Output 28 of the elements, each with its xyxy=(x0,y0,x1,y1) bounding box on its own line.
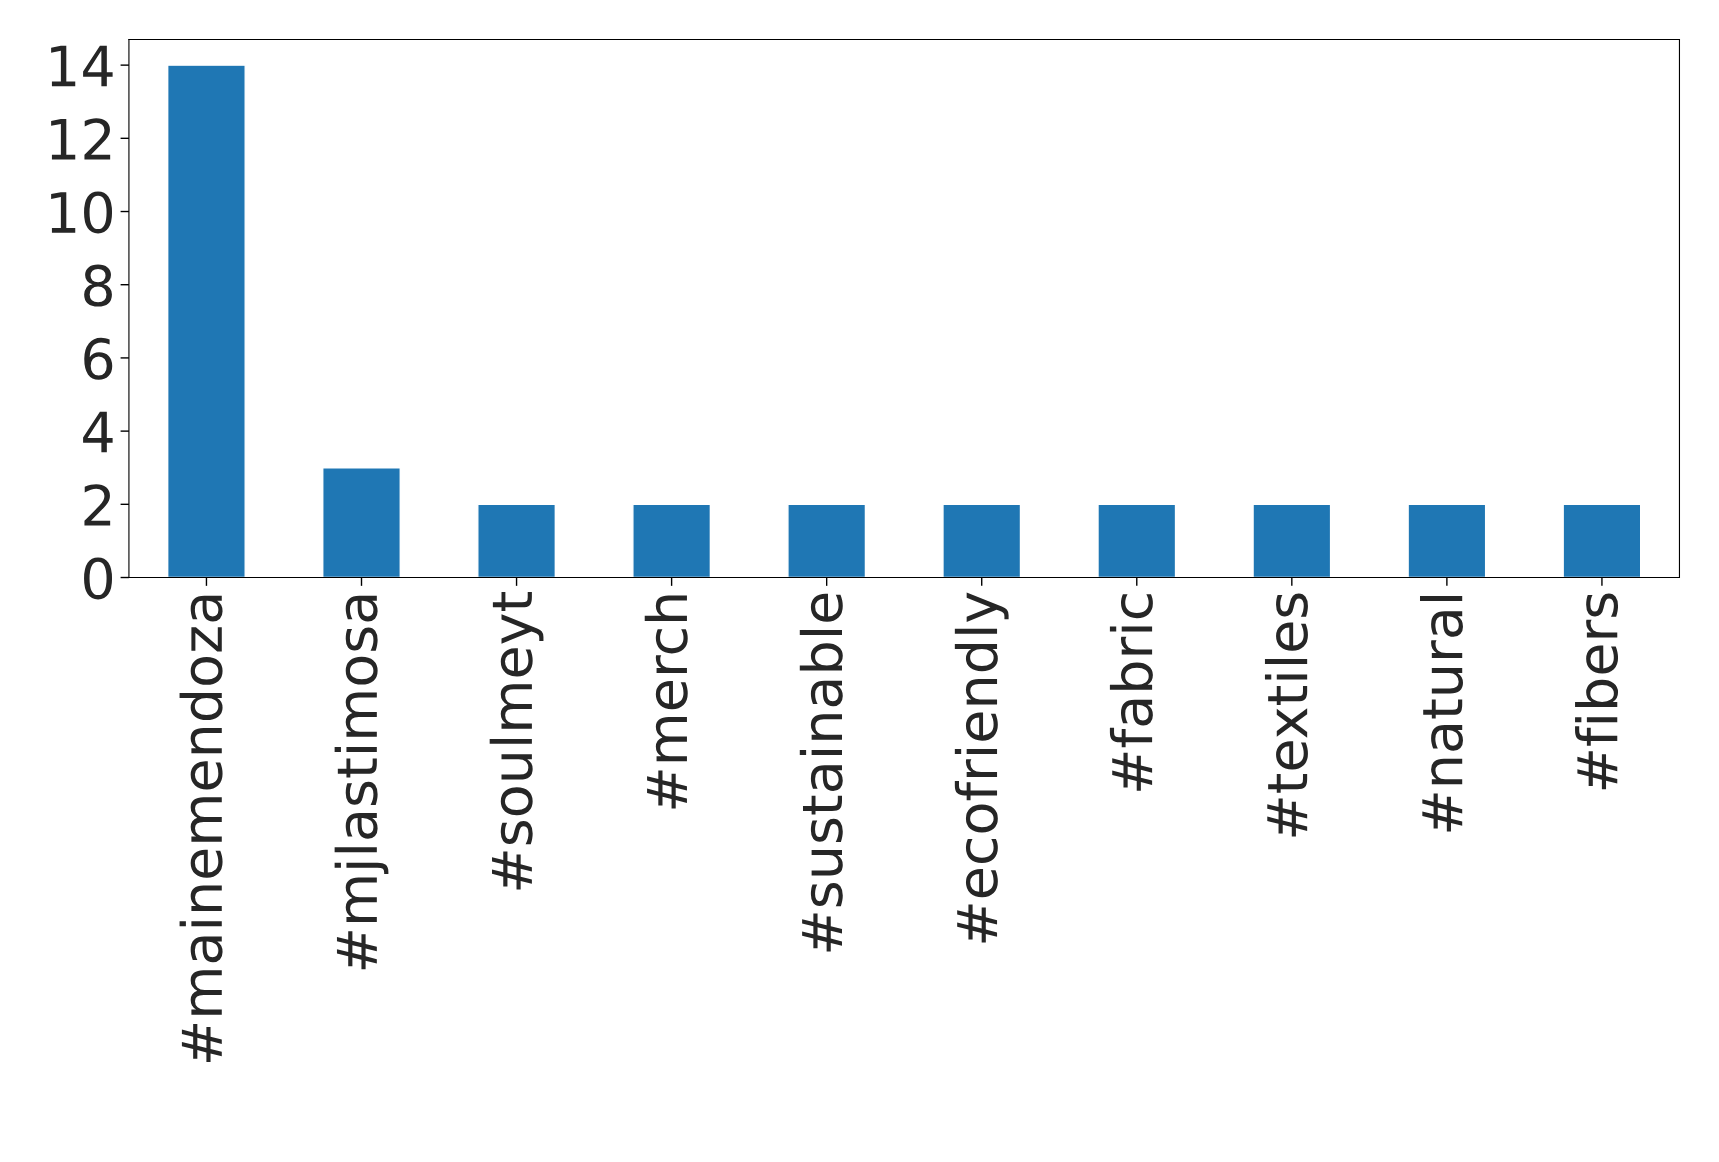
y-tick-label: 4 xyxy=(83,411,113,453)
y-tick-label: 10 xyxy=(51,191,113,234)
x-tick-label: #sustainable xyxy=(799,593,843,952)
y-tick-label: 14 xyxy=(51,45,113,87)
bar xyxy=(1407,503,1487,578)
y-tick-label: 8 xyxy=(84,264,112,307)
bar xyxy=(632,503,712,578)
bar xyxy=(1097,503,1177,578)
x-tick-label: #fibers xyxy=(1575,593,1619,790)
x-tick-label: #ecofriendly xyxy=(954,592,1009,943)
y-tick-label: 12 xyxy=(51,118,111,160)
x-tick-label: #mainemendoza xyxy=(179,595,223,1062)
bar xyxy=(942,503,1022,578)
bar xyxy=(477,503,557,578)
x-tick-label: #soulmeyt xyxy=(489,592,544,890)
y-tick-label: 6 xyxy=(84,337,113,380)
y-tick-label: 0 xyxy=(84,557,113,600)
x-tick-label: #merch xyxy=(644,595,688,809)
bar xyxy=(166,64,246,578)
x-tick-label: #textiles xyxy=(1264,593,1308,837)
bar xyxy=(1252,503,1332,578)
bar xyxy=(787,503,867,578)
bar xyxy=(322,467,401,578)
x-tick-label: #fabric xyxy=(1109,594,1153,791)
x-tick-label: #natural xyxy=(1420,595,1463,832)
bar xyxy=(1562,503,1642,578)
y-tick-label: 2 xyxy=(84,484,111,526)
x-tick-label: #mjlastimosa xyxy=(334,595,389,970)
